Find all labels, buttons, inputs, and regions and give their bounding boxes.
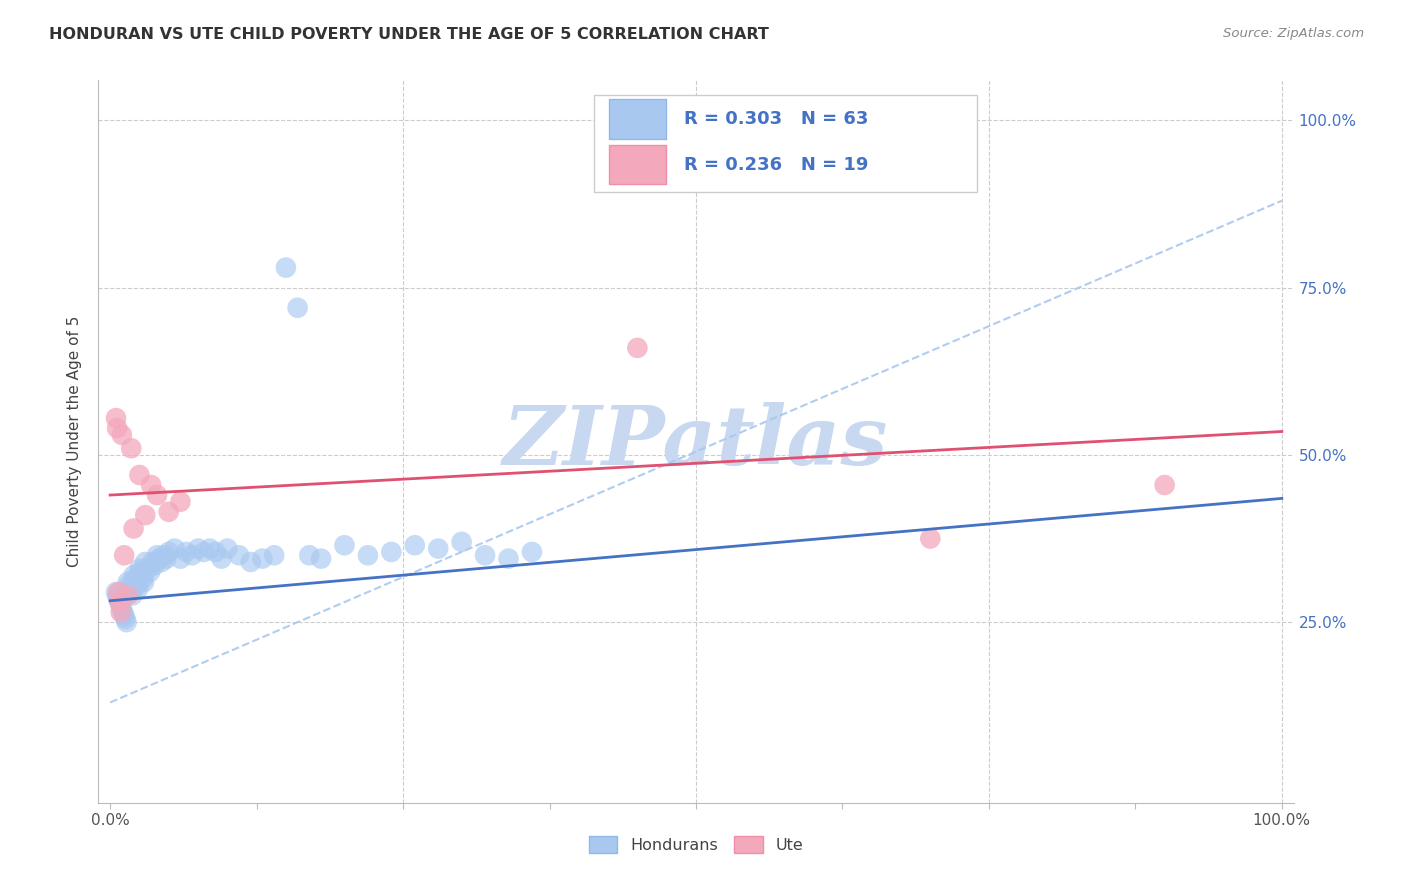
Point <box>380 545 402 559</box>
Point <box>118 578 141 592</box>
Point <box>498 551 520 566</box>
Point <box>169 494 191 508</box>
Point <box>187 541 209 556</box>
Point <box>107 591 129 606</box>
Point <box>122 521 145 535</box>
FancyBboxPatch shape <box>609 145 666 185</box>
Point <box>217 541 239 556</box>
Point <box>120 585 142 599</box>
Y-axis label: Child Poverty Under the Age of 5: Child Poverty Under the Age of 5 <box>67 316 83 567</box>
Point <box>128 467 150 482</box>
Point <box>169 551 191 566</box>
Text: R = 0.236   N = 19: R = 0.236 N = 19 <box>685 155 869 174</box>
Point <box>150 555 173 569</box>
Point <box>124 572 146 586</box>
Point <box>198 541 221 556</box>
Point <box>181 548 204 563</box>
Point <box>146 548 169 563</box>
Text: Source: ZipAtlas.com: Source: ZipAtlas.com <box>1223 27 1364 40</box>
Point <box>157 545 180 559</box>
Point <box>120 442 142 455</box>
Point <box>136 562 159 576</box>
Point <box>1153 478 1175 492</box>
Point <box>155 551 177 566</box>
Point <box>114 612 136 626</box>
Point <box>131 568 153 582</box>
Point <box>128 562 150 576</box>
Point <box>404 538 426 552</box>
Point <box>134 508 156 523</box>
Point <box>129 565 152 579</box>
Point <box>141 478 163 492</box>
Point <box>105 421 128 435</box>
Point <box>333 538 356 552</box>
Point <box>105 589 128 603</box>
FancyBboxPatch shape <box>595 95 977 193</box>
Point <box>127 582 149 596</box>
Point <box>357 548 380 563</box>
Point <box>127 578 149 592</box>
Point <box>105 585 128 599</box>
Point <box>450 535 472 549</box>
Legend: Hondurans, Ute: Hondurans, Ute <box>582 830 810 860</box>
Point <box>211 551 233 566</box>
Point <box>111 602 134 616</box>
Point <box>121 589 143 603</box>
Point <box>132 575 156 590</box>
Point <box>287 301 309 315</box>
Point <box>427 541 450 556</box>
Point <box>141 555 163 569</box>
Point <box>153 548 176 563</box>
Point <box>122 568 145 582</box>
Point <box>626 341 648 355</box>
Point <box>146 488 169 502</box>
Point <box>117 575 139 590</box>
Point <box>110 605 132 619</box>
Point <box>163 541 186 556</box>
Point <box>474 548 496 563</box>
Point <box>239 555 262 569</box>
Text: ZIPatlas: ZIPatlas <box>503 401 889 482</box>
Text: R = 0.303   N = 63: R = 0.303 N = 63 <box>685 110 869 128</box>
Point <box>143 558 166 573</box>
Point <box>112 605 135 619</box>
Point <box>193 545 215 559</box>
Point <box>112 548 135 563</box>
Point <box>139 565 162 579</box>
Point <box>117 589 139 603</box>
Point <box>108 595 131 609</box>
Point <box>115 615 138 630</box>
Point <box>148 551 170 566</box>
Point <box>520 545 543 559</box>
Point <box>105 411 128 425</box>
Point <box>298 548 321 563</box>
Point <box>204 545 226 559</box>
Point <box>274 260 297 275</box>
Point <box>107 585 129 599</box>
Point <box>125 575 148 590</box>
FancyBboxPatch shape <box>609 99 666 138</box>
Point <box>174 545 197 559</box>
Point <box>920 532 942 546</box>
Point <box>134 555 156 569</box>
Text: HONDURAN VS UTE CHILD POVERTY UNDER THE AGE OF 5 CORRELATION CHART: HONDURAN VS UTE CHILD POVERTY UNDER THE … <box>49 27 769 42</box>
Point <box>108 595 131 609</box>
Point <box>263 548 285 563</box>
Point <box>157 505 180 519</box>
Point <box>111 428 134 442</box>
Point <box>252 551 274 566</box>
Point <box>110 599 132 613</box>
Point <box>228 548 250 563</box>
Point <box>120 582 141 596</box>
Point <box>112 608 135 623</box>
Point <box>309 551 332 566</box>
Point <box>132 572 155 586</box>
